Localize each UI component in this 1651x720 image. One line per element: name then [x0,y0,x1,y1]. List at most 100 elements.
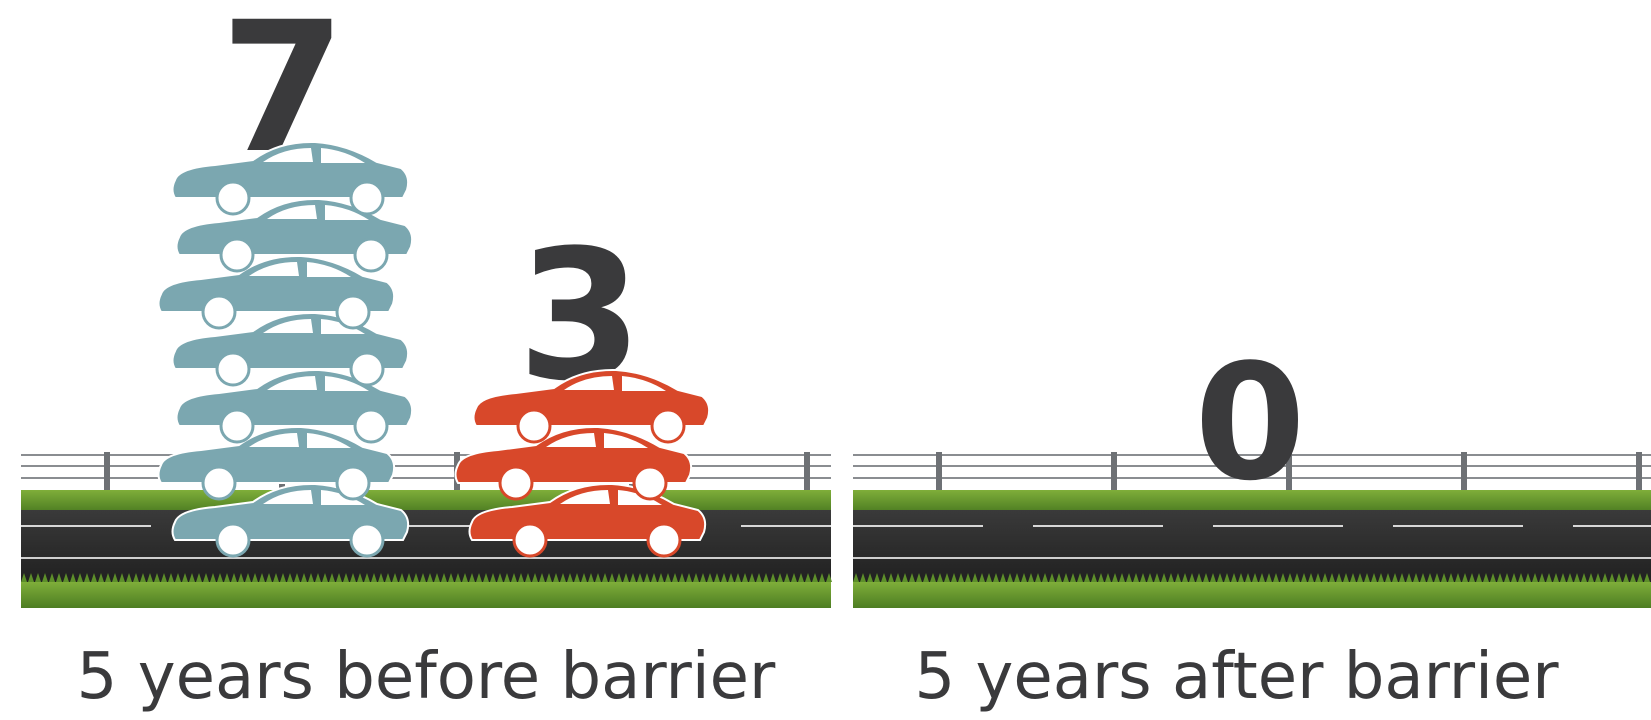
grass-blade [308,573,314,582]
grass-blade [693,573,699,582]
grass-blade [1315,573,1321,582]
car [454,425,693,501]
grass-blade [700,573,706,582]
grass-blade [329,573,335,582]
car-window [249,433,351,448]
grass-blade [1595,573,1601,582]
grass-blade [525,573,531,582]
grass-blade [1000,573,1006,582]
grass-blade [1294,573,1300,582]
car [171,140,410,216]
grass-blade [1532,573,1538,582]
grass-blade [42,573,48,582]
road [853,452,1651,608]
grass-blade [287,573,293,582]
car-wheel [632,465,668,501]
grass-blade [1350,573,1356,582]
car-wheel [335,465,371,501]
grass-blade [1413,573,1419,582]
grass-blade [1182,573,1188,582]
grass-blade [623,573,629,582]
grass-blade [602,573,608,582]
grass-blade [791,573,797,582]
grass-blade [749,573,755,582]
grass-blade [385,573,391,582]
grass-blade [168,573,174,582]
grass-blade [728,573,734,582]
grass-blade [182,573,188,582]
grass-blade [1063,573,1069,582]
grass-blade [1126,573,1132,582]
grass-blade [1007,573,1013,582]
grass-blade [1616,573,1622,582]
grass-blade [1434,573,1440,582]
grass-blade [1336,573,1342,582]
grass-blade [714,573,720,582]
grass-blade [1112,573,1118,582]
grass-blade [238,573,244,582]
grass-blade [1525,573,1531,582]
grass-blade [455,573,461,582]
grass-blade [448,573,454,582]
grass-blade [336,573,342,582]
grass-blade [1273,573,1279,582]
car-wheel [215,180,251,216]
grass-blade [826,573,832,582]
grass-blade [147,573,153,582]
grass-blade [1602,573,1608,582]
asphalt [853,510,1651,586]
grass-blade [742,573,748,582]
grass-blade [364,573,370,582]
grass-blade [301,573,307,582]
car-wheel [512,522,548,558]
grass-blade [1259,573,1265,582]
grass-blade [539,573,545,582]
car-window [267,205,369,220]
grass-blade [1511,573,1517,582]
panel-label: 5 years after barrier [914,640,1559,714]
grass-blade [651,573,657,582]
grass-blade [819,573,825,582]
grass-blade [1483,573,1489,582]
grass-blade [644,573,650,582]
grass-blade [1518,573,1524,582]
grass-blade [798,573,804,582]
grass-blade [1280,573,1286,582]
grass-blade [378,573,384,582]
grass-blade [707,573,713,582]
grass-blade [993,573,999,582]
grass-blade [1238,573,1244,582]
grass-blade [1462,573,1468,582]
grass-blade [1056,573,1062,582]
grass-blade [574,573,580,582]
grass-blade [203,573,209,582]
grass-blade [874,573,880,582]
grass-blade [28,573,34,582]
car-wheel [201,294,237,330]
grass-blade [951,573,957,582]
grass-blade [91,573,97,582]
grass-blade [1189,573,1195,582]
grass-blade [881,573,887,582]
grass-blade [1504,573,1510,582]
grass-blade [1567,573,1573,582]
grass-blade [434,573,440,582]
grass-blade [763,573,769,582]
car-wheel [215,351,251,387]
car-window [267,376,369,391]
car-wheel [215,522,251,558]
car-wheel [335,294,371,330]
grass-blade [399,573,405,582]
grass-blade [665,573,671,582]
grass-bottom [21,582,831,608]
grass-blade [1343,573,1349,582]
grass-blade [231,573,237,582]
fence-post [1111,452,1117,510]
grass-blade [1105,573,1111,582]
grass-blade [1357,573,1363,582]
grass-blade [1455,573,1461,582]
grass-blade [1476,573,1482,582]
grass-blade [1574,573,1580,582]
grass-blade [1378,573,1384,582]
grass-blade [189,573,195,582]
